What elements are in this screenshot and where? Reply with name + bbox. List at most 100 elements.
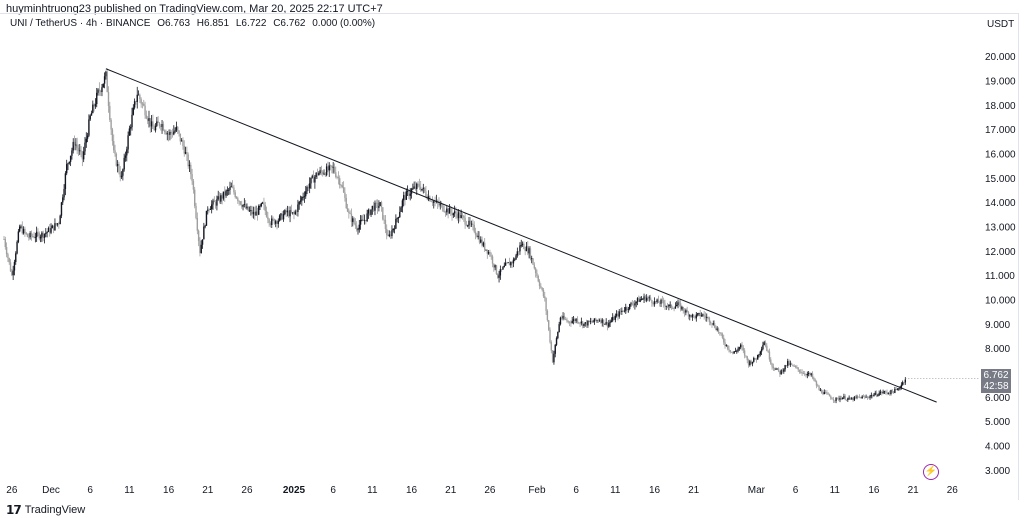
candle-body — [187, 154, 189, 167]
symbol-label[interactable]: UNI / TetherUS · 4h · BINANCE — [10, 18, 151, 29]
candle-body — [550, 342, 553, 351]
candle-body — [314, 176, 316, 183]
candle-body — [5, 247, 8, 255]
candle-body — [849, 397, 852, 400]
candle-body — [613, 317, 615, 320]
candle-body — [818, 386, 820, 391]
candle-body — [190, 164, 192, 175]
candle-body — [474, 231, 477, 235]
candle-body — [545, 298, 547, 311]
x-tick-label: 6 — [793, 485, 799, 496]
candle-body — [740, 344, 742, 348]
candle-body — [635, 301, 637, 304]
last-price-tag: 6.762 42:58 — [981, 369, 1011, 393]
candle-body — [500, 269, 503, 270]
candle-body — [584, 322, 586, 324]
candle-body — [632, 304, 635, 306]
candle-body — [555, 338, 558, 345]
candle-body — [299, 200, 302, 202]
candle-body — [397, 217, 400, 219]
candle-body — [875, 392, 878, 396]
y-tick-label: 5.000 — [985, 417, 1010, 428]
candle-body — [339, 178, 341, 185]
candle-body — [433, 201, 435, 203]
candle-body — [824, 392, 827, 393]
candle-body — [122, 169, 124, 176]
candle-body — [169, 131, 171, 135]
candle-body — [285, 210, 287, 213]
x-tick-label: 11 — [367, 485, 378, 496]
candle-body — [758, 354, 760, 356]
candle-body — [623, 310, 626, 312]
candle-body — [885, 391, 887, 393]
candle-body — [678, 302, 681, 304]
candle-body — [891, 390, 893, 392]
candle-body — [558, 324, 560, 332]
candle-body — [642, 298, 644, 300]
candle-body — [21, 226, 23, 234]
candle-body — [647, 297, 649, 299]
candle-body — [503, 265, 505, 268]
y-tick-label: 9.000 — [985, 320, 1010, 331]
candle-body — [102, 83, 104, 88]
y-tick-label: 19.000 — [985, 76, 1016, 87]
candle-body — [538, 281, 541, 287]
candle-body — [883, 391, 886, 393]
candle-body — [507, 262, 509, 264]
candle-body — [723, 337, 725, 343]
candle-body — [113, 141, 115, 151]
candle-body — [892, 391, 895, 393]
candle-body — [111, 129, 114, 142]
candle-body — [378, 206, 380, 208]
candle-body — [290, 210, 293, 213]
candle-body — [315, 172, 317, 177]
candle-body — [258, 206, 260, 215]
y-tick-label: 20.000 — [985, 52, 1016, 63]
trendline — [105, 68, 937, 403]
candle-body — [457, 212, 460, 219]
brand[interactable]: 𝟭𝟳 TradingView — [6, 503, 85, 517]
candle-body — [729, 350, 731, 352]
candle-body — [119, 172, 121, 178]
x-tick-label: 11 — [830, 485, 841, 496]
candle-body — [298, 201, 300, 205]
x-tick-label: 26 — [947, 485, 959, 496]
candle-body — [234, 192, 236, 198]
candle-body — [216, 199, 218, 206]
candle-body — [349, 212, 351, 214]
candle-body — [608, 323, 610, 327]
currency-label[interactable]: USDT — [987, 19, 1015, 30]
candle-body — [118, 164, 120, 173]
lightning-icon[interactable]: ⚡ — [923, 464, 939, 480]
candle-body — [284, 210, 286, 215]
candle-body — [665, 306, 667, 307]
candle-body — [354, 223, 357, 226]
candle-body — [173, 131, 175, 135]
candle-body — [39, 236, 42, 239]
candle-body — [301, 197, 303, 201]
candle-body — [75, 144, 77, 146]
candle-body — [280, 213, 282, 216]
candle-body — [826, 392, 828, 394]
candle-body — [29, 232, 31, 238]
candle-body — [413, 186, 415, 189]
candle-body — [580, 321, 583, 324]
candle-body — [775, 368, 777, 370]
candle-body — [477, 235, 479, 238]
candle-body — [139, 94, 141, 100]
candle-body — [673, 308, 675, 310]
candle-body — [811, 373, 814, 378]
candle-body — [487, 251, 490, 254]
x-tick-label: Feb — [528, 485, 546, 496]
candle-body — [137, 94, 140, 96]
candle-body — [28, 237, 30, 238]
candle-body — [627, 308, 630, 310]
candle-body — [342, 187, 345, 193]
candle-body — [759, 351, 762, 355]
candle-body — [318, 173, 320, 176]
candle-body — [16, 241, 18, 254]
candle-body — [331, 165, 333, 168]
candle-body — [252, 211, 255, 215]
candle-body — [866, 396, 869, 398]
